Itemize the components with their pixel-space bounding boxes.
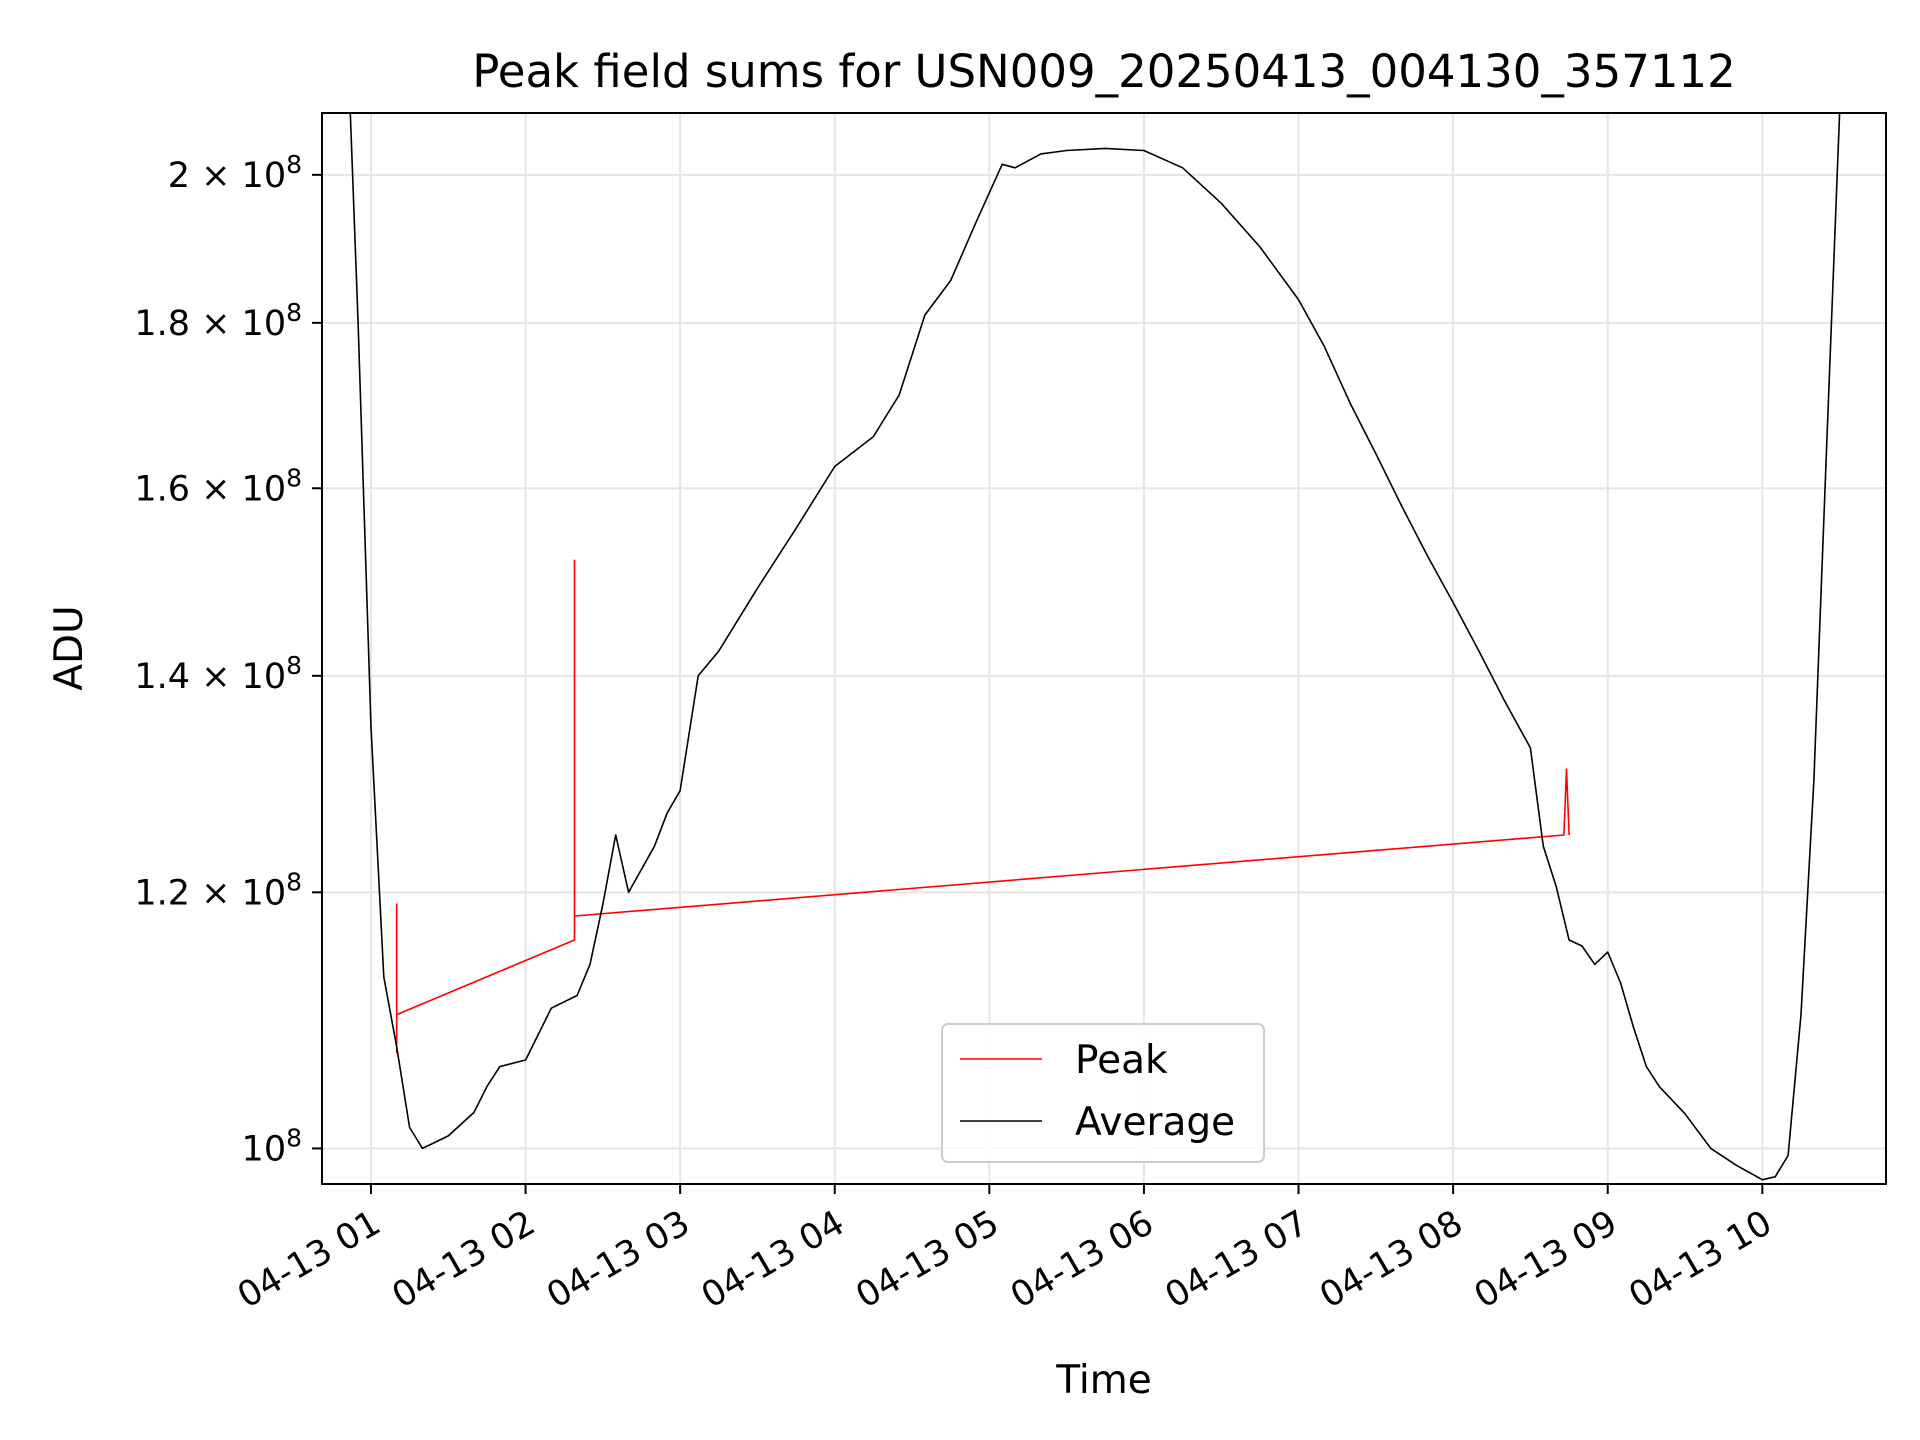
x-axis-label: Time <box>1055 1358 1151 1403</box>
legend-label-peak: Peak <box>1075 1038 1168 1083</box>
y-tick-label-base: 1.8 × 10 <box>134 304 286 344</box>
plot-frame <box>321 112 1887 1185</box>
y-tick-label: 108 <box>242 1123 302 1169</box>
y-tick-label-exponent: 8 <box>286 463 302 492</box>
y-tick-label: 1.4 × 108 <box>134 651 302 697</box>
y-tick-label-base: 2 × 10 <box>168 156 286 196</box>
y-tick-label-base: 1.6 × 10 <box>134 469 286 509</box>
series-line-peak <box>395 559 1570 1054</box>
y-tick-label-base: 1.4 × 10 <box>134 657 286 697</box>
series-lines <box>322 112 1886 1181</box>
y-tick-label: 1.8 × 108 <box>134 298 302 344</box>
y-tick-label-exponent: 8 <box>286 651 302 680</box>
chart-title: Peak field sums for USN009_20250413_0041… <box>472 45 1735 98</box>
y-axis-label: ADU <box>47 605 92 690</box>
legend: Peak Average <box>941 1023 1265 1163</box>
y-tick-label-base: 1.2 × 10 <box>134 873 286 913</box>
y-tick-label: 1.2 × 108 <box>134 867 302 913</box>
y-tick-label-exponent: 8 <box>286 150 302 179</box>
y-tick-label-exponent: 8 <box>286 298 302 327</box>
y-tick-label-exponent: 8 <box>286 867 302 896</box>
series-line-average <box>322 112 1886 1181</box>
y-tick-label: 1.6 × 108 <box>134 463 302 509</box>
legend-label-average: Average <box>1075 1100 1235 1145</box>
y-tick-label-exponent: 8 <box>286 1123 302 1152</box>
y-tick-label: 2 × 108 <box>168 150 302 196</box>
y-tick-label-base: 10 <box>242 1129 287 1169</box>
